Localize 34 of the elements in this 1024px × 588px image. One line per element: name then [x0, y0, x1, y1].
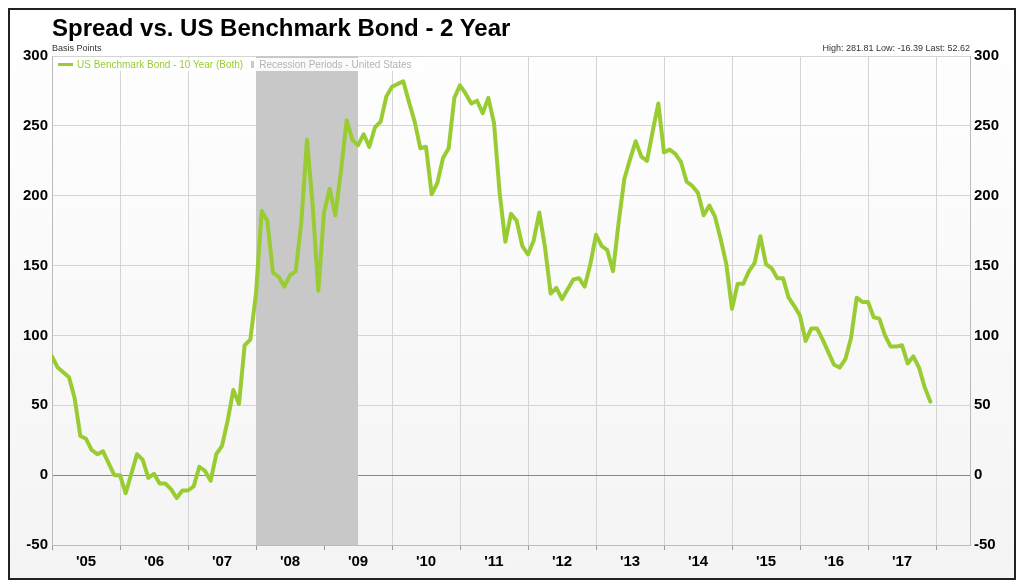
y-tick-label: 200	[22, 185, 48, 203]
y-tick-label: 300	[22, 46, 48, 64]
x-tick-label: '15	[755, 552, 777, 570]
x-tick-label: '08	[279, 552, 301, 570]
band-label: Recession Periods - United States	[259, 59, 412, 70]
y2-tick-label: 200	[974, 185, 1000, 203]
y-tick-label: 150	[22, 255, 48, 273]
y2-tick-label: 250	[974, 116, 1000, 133]
x-tick-label: '12	[551, 552, 573, 570]
x-tick-label: '14	[687, 552, 709, 570]
y-axis-title: Basis Points	[52, 43, 103, 53]
x-tick-label: '10	[415, 552, 437, 570]
y2-tick-label: 100	[974, 325, 1000, 343]
y2-tick-label: -50	[974, 535, 996, 553]
y2-tick-label: 300	[974, 46, 1000, 64]
x-tick-label: '05	[75, 552, 97, 570]
y-tick-label: 0	[39, 465, 48, 483]
x-tick-label: '06	[143, 552, 165, 570]
text: High: 281.81 Low: -16.39 Last: 52.62	[822, 43, 970, 53]
x-tick-label: '13	[619, 552, 641, 570]
y-tick-label: 50	[31, 395, 48, 413]
x-tick-label: '09	[347, 552, 369, 570]
x-tick-label: '16	[823, 552, 845, 570]
y-tick-label: -50	[26, 535, 48, 553]
legend-label: US Benchmark Bond - 10 Year (Both)	[77, 59, 244, 70]
y2-tick-label: 50	[974, 395, 991, 413]
y2-tick-label: 150	[974, 255, 1000, 273]
chart-title: Spread vs. US Benchmark Bond - 2 Year	[52, 14, 511, 41]
y-tick-label: 100	[22, 325, 48, 343]
x-tick-label: '17	[891, 552, 913, 570]
y-tick-label: 250	[22, 116, 48, 133]
y2-tick-label: 0	[974, 465, 983, 483]
x-tick-label: '07	[211, 552, 233, 570]
x-tick-label: '11	[484, 552, 504, 570]
